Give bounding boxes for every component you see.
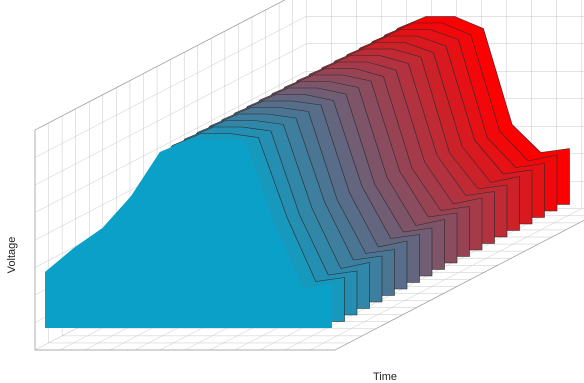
frame [34, 0, 584, 351]
series-area [45, 140, 332, 328]
x-axis-label: Time [373, 371, 397, 383]
wall-grid [34, 16, 307, 158]
floor-grid [309, 208, 582, 351]
wall-grid [34, 43, 307, 186]
series-layer [45, 16, 570, 328]
wall-grid [34, 71, 307, 213]
y-axis-label: Voltage [6, 237, 18, 274]
